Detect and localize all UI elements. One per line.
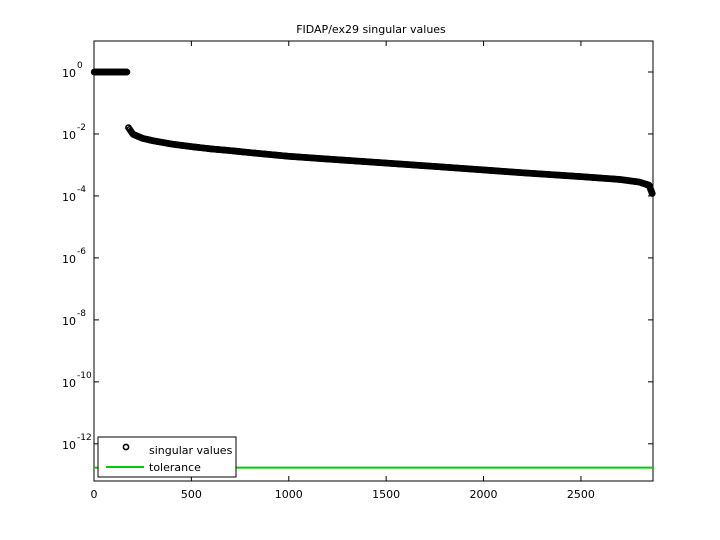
y-tick-label-2: 10-4 (62, 185, 86, 204)
plot-area (93, 40, 654, 482)
x-tick-label-2: 1000 (275, 488, 303, 501)
singular-values-series (90, 68, 656, 197)
x-axis: 0 500 1000 1500 2000 2500 (91, 41, 595, 501)
y-tick-label-4: 10-8 (62, 309, 86, 328)
y-tick-label-3: 10-6 (62, 247, 86, 266)
x-tick-label-3: 1500 (372, 488, 400, 501)
data-point-507 (648, 190, 656, 197)
legend-box (97, 436, 237, 478)
legend-label-tolerance: tolerance (149, 461, 201, 474)
x-tick-label-4: 2000 (470, 488, 498, 501)
x-tick-label-1: 500 (181, 488, 202, 501)
chart-title: FIDAP/ex29 singular values (296, 23, 446, 36)
y-tick-label-0: 100 (62, 61, 83, 80)
x-tick-label-5: 2500 (567, 488, 595, 501)
x-tick-label-0: 0 (91, 488, 98, 501)
legend-label-singular-values: singular values (149, 444, 233, 457)
y-tick-label-6: 10-12 (62, 433, 92, 452)
legend-marker-singular-values (122, 443, 130, 451)
legend: singular values tolerance (97, 436, 237, 478)
y-tick-label-1: 10-2 (62, 123, 86, 142)
data-point-42 (123, 68, 131, 76)
y-tick-label-5: 10-10 (62, 371, 92, 390)
